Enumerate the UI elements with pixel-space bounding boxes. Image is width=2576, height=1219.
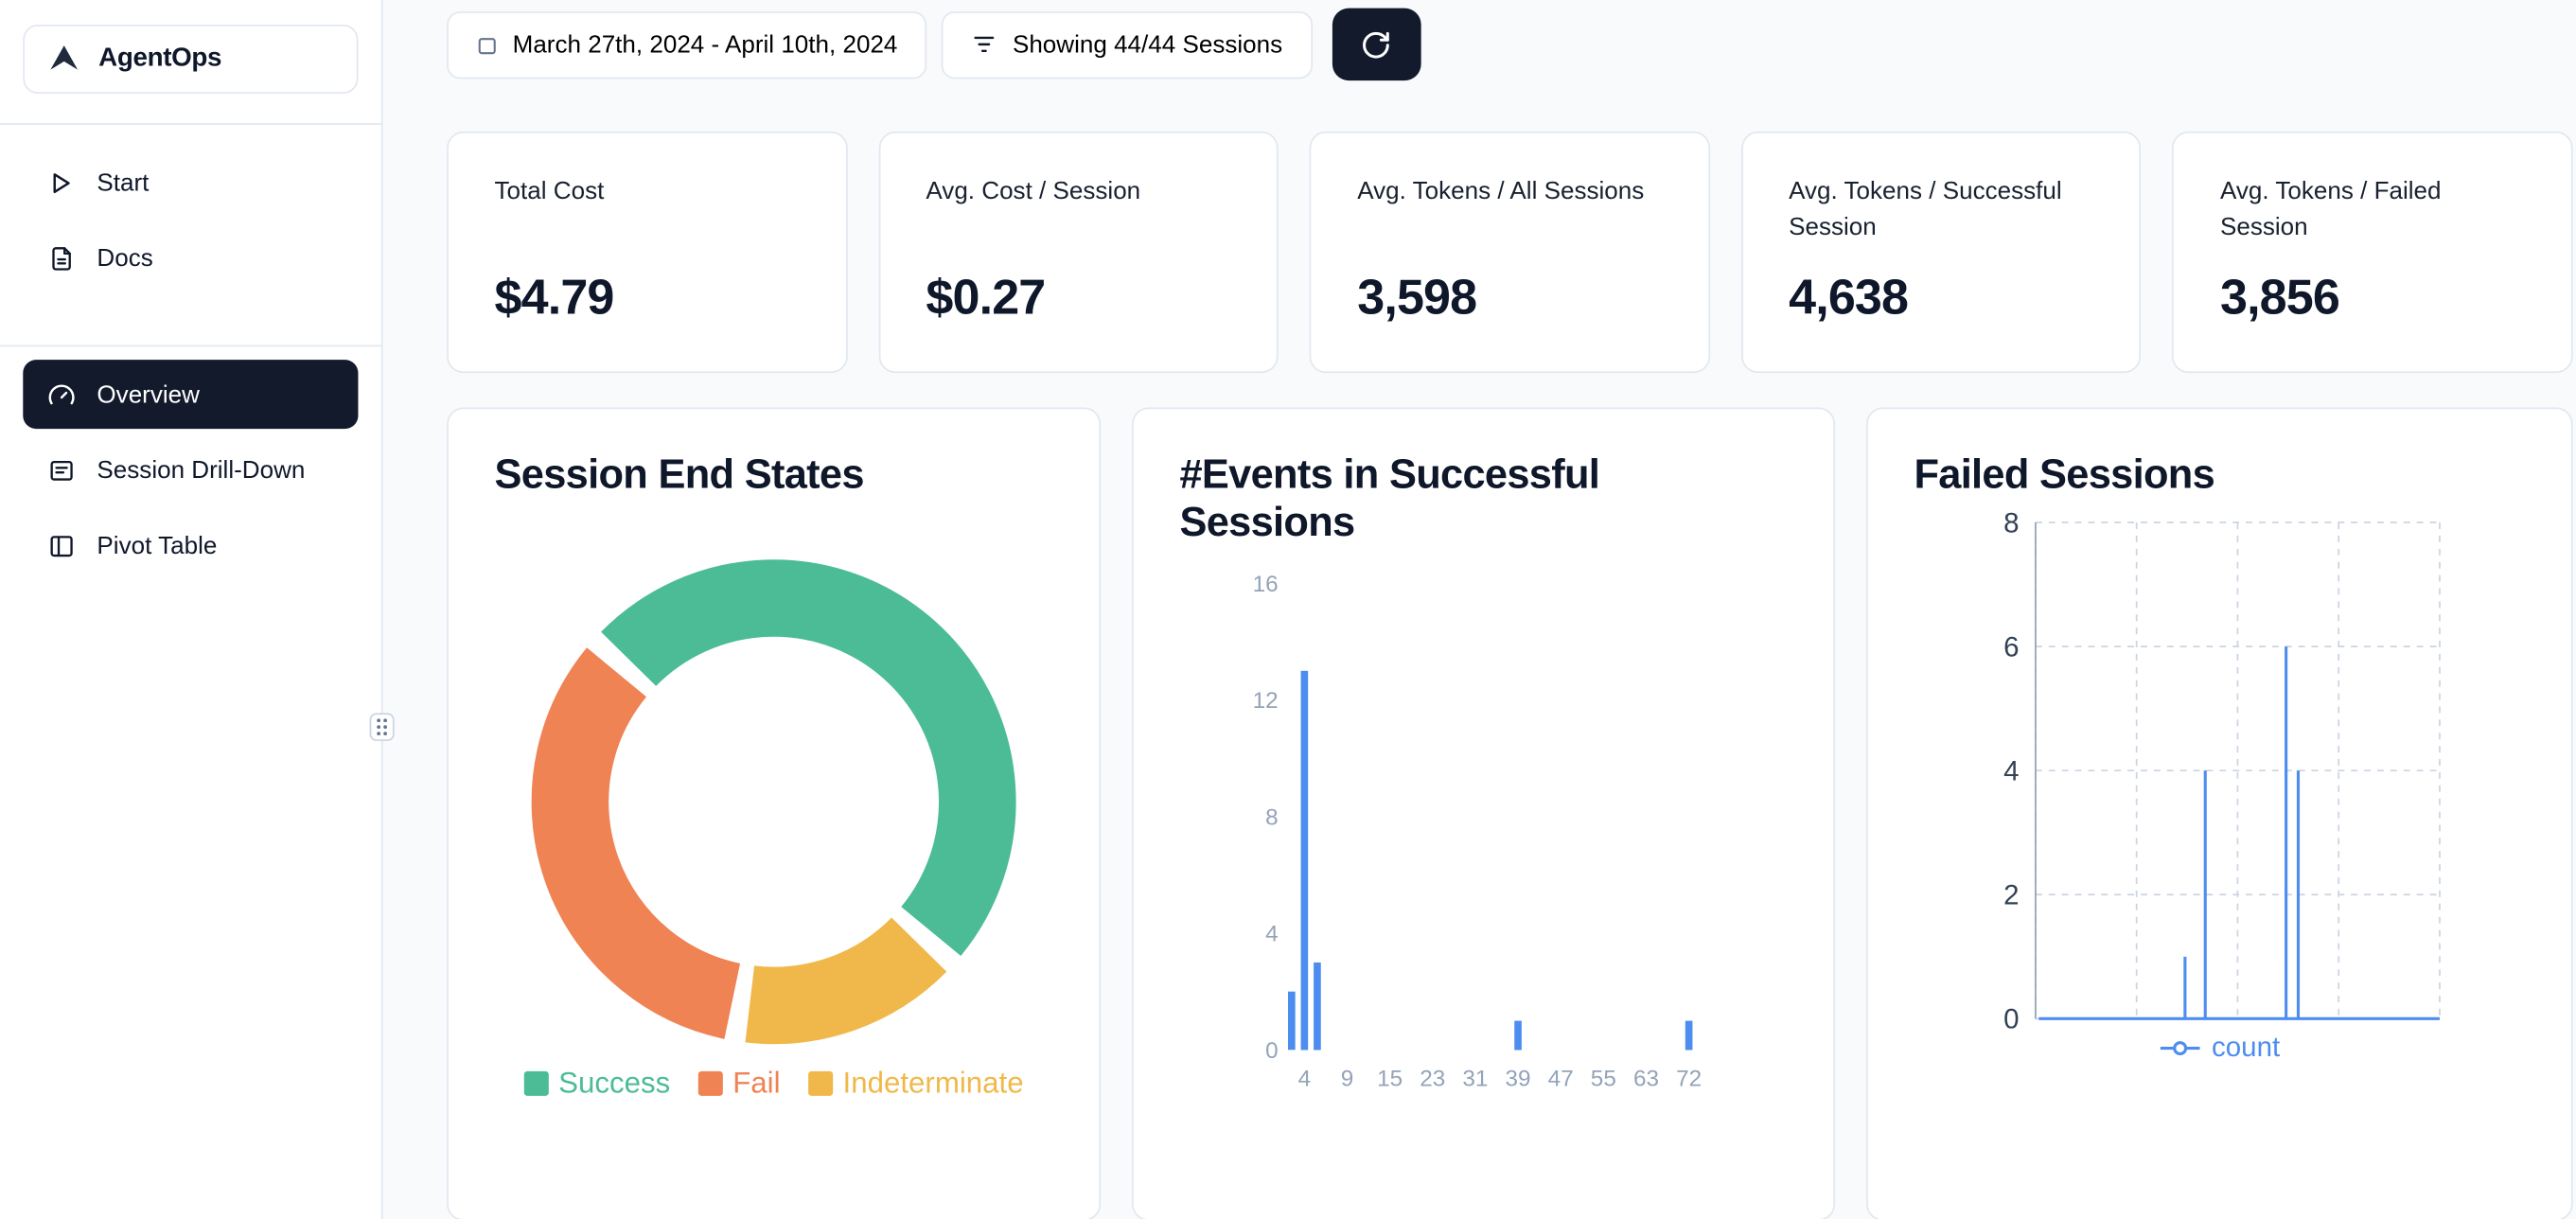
grip-dots-icon <box>377 718 388 736</box>
donut-legend: Success Fail Indeterminate <box>495 1066 1053 1100</box>
stat-card-avg-tokens-all: Avg. Tokens / All Sessions 3,598 <box>1309 131 1710 374</box>
svg-text:4: 4 <box>1298 1066 1312 1091</box>
stat-card-avg-tokens-successful: Avg. Tokens / Successful Session 4,638 <box>1740 131 2142 374</box>
refresh-button[interactable] <box>1332 8 1420 81</box>
date-range-picker[interactable]: March 27th, 2024 - April 10th, 2024 <box>447 10 927 79</box>
stat-label: Total Cost <box>494 177 605 205</box>
session-end-states-card: Session End States Success Fail Indetermin… <box>447 407 1102 1219</box>
chart-title: #Events in Successful Sessions <box>1179 451 1600 545</box>
legend-swatch <box>523 1070 549 1096</box>
sidebar-divider <box>0 123 381 125</box>
svg-text:12: 12 <box>1253 687 1279 713</box>
sidebar-nav-main: Overview Session Drill-Down Pivot Table <box>0 360 381 580</box>
stat-card-total-cost: Total Cost $4.79 <box>447 131 848 374</box>
date-range-label: March 27th, 2024 - April 10th, 2024 <box>512 30 898 59</box>
stat-label: Avg. Cost / Session <box>926 177 1141 205</box>
chart-title: Session End States <box>494 451 865 499</box>
svg-text:47: 47 <box>1548 1066 1574 1091</box>
sidebar-item-docs[interactable]: Docs <box>23 223 358 292</box>
svg-text:6: 6 <box>2003 631 2019 662</box>
sidebar-resize-handle[interactable] <box>369 713 395 741</box>
gauge-icon <box>48 383 75 404</box>
sidebar-item-start[interactable]: Start <box>23 148 358 217</box>
svg-text:4: 4 <box>2003 755 2019 786</box>
stats-row: Total Cost $4.79 Avg. Cost / Session $0.… <box>447 131 2573 374</box>
legend-swatch <box>808 1070 834 1096</box>
stat-label: Avg. Tokens / All Sessions <box>1357 177 1645 205</box>
sidebar-divider <box>0 344 381 347</box>
chart-title: Failed Sessions <box>1914 451 2215 499</box>
sidebar-nav-top: Start Docs <box>0 148 381 292</box>
donut-legend-item: Indeterminate <box>808 1066 1024 1100</box>
toolbar: March 27th, 2024 - April 10th, 2024 Show… <box>447 8 2572 81</box>
sidebar-item-label: Pivot Table <box>97 531 218 560</box>
docs-icon <box>52 246 71 270</box>
sidebar-item-session-drill-down[interactable]: Session Drill-Down <box>23 435 358 504</box>
charts-row: Session End States Success Fail Indetermin… <box>447 407 2573 1219</box>
stat-label: Avg. Tokens / Successful Session <box>1789 177 2062 241</box>
donut-chart-svg <box>531 558 1016 1044</box>
legend-swatch <box>697 1070 723 1096</box>
sidebar-item-label: Overview <box>97 380 200 409</box>
svg-text:8: 8 <box>2003 507 2019 539</box>
svg-text:63: 63 <box>1633 1066 1659 1091</box>
filter-icon <box>974 36 995 53</box>
svg-text:55: 55 <box>1591 1066 1616 1091</box>
sidebar: AgentOps Start Docs <box>0 0 395 1219</box>
stat-value: 3,598 <box>1357 271 1477 326</box>
pivot-table-icon <box>50 535 73 556</box>
stat-value: 4,638 <box>1789 271 1909 326</box>
svg-text:2: 2 <box>2003 879 2019 910</box>
legend-label: Fail <box>732 1066 781 1099</box>
brand-logo[interactable]: AgentOps <box>23 25 359 94</box>
svg-text:0: 0 <box>1265 1037 1279 1063</box>
agentops-logo-icon <box>50 45 79 70</box>
donut-legend-item: Fail <box>697 1066 781 1100</box>
svg-text:72: 72 <box>1676 1066 1702 1091</box>
donut-legend-item: Success <box>523 1066 671 1100</box>
svg-text:4: 4 <box>1265 921 1279 946</box>
line-legend-label: count <box>2212 1031 2281 1063</box>
svg-text:31: 31 <box>1462 1066 1488 1091</box>
main-content: March 27th, 2024 - April 10th, 2024 Show… <box>382 0 2576 1219</box>
drill-down-icon <box>50 460 73 480</box>
svg-text:0: 0 <box>2003 1003 2019 1028</box>
brand-name: AgentOps <box>98 44 222 73</box>
sessions-filter-button[interactable]: Showing 44/44 Sessions <box>942 10 1313 79</box>
line-series-icon <box>2161 1040 2200 1055</box>
svg-text:39: 39 <box>1506 1066 1531 1091</box>
sidebar-item-pivot-table[interactable]: Pivot Table <box>23 511 358 580</box>
refresh-icon <box>1363 30 1389 58</box>
sessions-filter-label: Showing 44/44 Sessions <box>1012 30 1283 59</box>
calendar-icon <box>478 37 496 54</box>
svg-text:15: 15 <box>1377 1066 1403 1091</box>
stat-label: Avg. Tokens / Failed Session <box>2219 177 2442 241</box>
events-histogram-card: #Events in Successful Sessions 0 4 8 12 16 4 9… <box>1132 407 1836 1219</box>
stat-value: $0.27 <box>926 271 1046 326</box>
svg-text:23: 23 <box>1420 1066 1445 1091</box>
stat-value: $4.79 <box>494 271 615 326</box>
svg-text:9: 9 <box>1341 1066 1354 1091</box>
legend-label: Success <box>558 1066 671 1099</box>
sidebar-item-label: Start <box>97 168 150 197</box>
line-legend: count <box>1914 1032 2525 1065</box>
line-chart-svg: 0 2 4 6 8 <box>2003 507 2441 1028</box>
svg-text:16: 16 <box>1253 571 1279 596</box>
sidebar-item-overview[interactable]: Overview <box>23 360 359 430</box>
svg-text:8: 8 <box>1265 804 1279 830</box>
sidebar-item-label: Session Drill-Down <box>97 455 306 485</box>
donut-chart <box>495 555 1053 1048</box>
play-icon <box>53 172 70 193</box>
legend-label: Indeterminate <box>842 1066 1024 1099</box>
sidebar-item-label: Docs <box>97 243 153 273</box>
stat-value: 3,856 <box>2219 271 2340 326</box>
stat-card-avg-cost-session: Avg. Cost / Session $0.27 <box>878 131 1279 374</box>
stat-card-avg-tokens-failed: Avg. Tokens / Failed Session 3,856 <box>2172 131 2573 374</box>
failed-sessions-card: Failed Sessions 0 2 4 6 8 count <box>1866 407 2573 1219</box>
